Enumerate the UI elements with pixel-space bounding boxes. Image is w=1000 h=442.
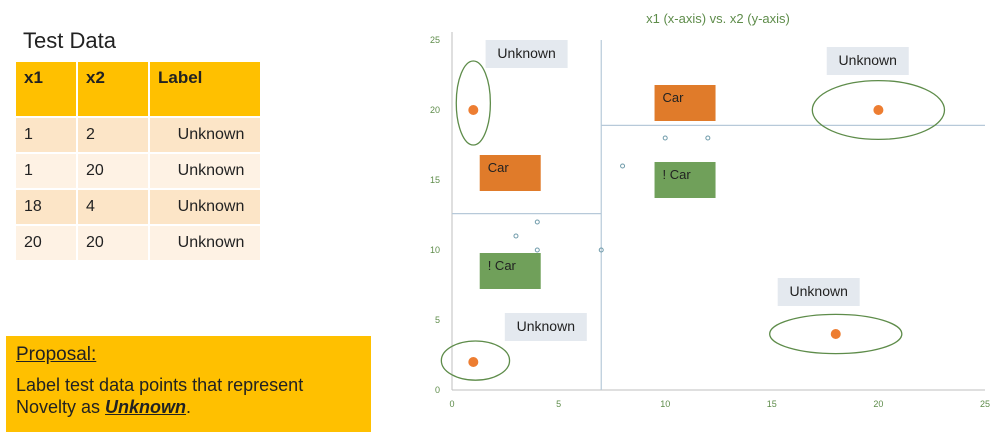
test-data-table: x1 x2 Label 1 2 Unknown 1 20 Unknown 18 … <box>16 62 260 260</box>
column-header-label: Label <box>150 62 260 116</box>
scatter-chart: x1 (x-axis) vs. x2 (y-axis) 0 5 10 15 20 25 0 5… <box>430 11 990 409</box>
region-labels: Car ! Car Car ! Car <box>479 85 716 289</box>
unknown-label-box <box>826 47 909 75</box>
table-row: 1 2 Unknown <box>16 116 260 152</box>
region-label-box <box>654 85 716 121</box>
training-point <box>513 233 519 239</box>
cell-label: Unknown <box>150 152 260 188</box>
y-tick-label: 25 <box>430 35 440 45</box>
cell-x2: 20 <box>78 224 150 260</box>
training-point <box>662 135 668 141</box>
table-row: 20 20 Unknown <box>16 224 260 260</box>
cell-x1: 18 <box>16 188 78 224</box>
unknown-label-box <box>485 40 568 68</box>
y-tick-label: 5 <box>435 315 440 325</box>
proposal-heading: Proposal: <box>16 344 97 365</box>
novelty-ellipse <box>769 313 903 355</box>
unknown-label-box <box>777 278 860 306</box>
cell-x2: 2 <box>78 116 150 152</box>
table-header-row: x1 x2 Label <box>16 62 260 116</box>
unknown-label-text: Unknown <box>517 318 575 334</box>
training-point <box>598 247 604 253</box>
car-region-label: Car <box>654 85 716 121</box>
y-tick-label: 10 <box>430 245 440 255</box>
y-tick-label: 0 <box>435 385 440 395</box>
unknown-label-box <box>504 313 587 341</box>
proposal-text-end: . <box>186 397 192 417</box>
axes: 0 5 10 15 20 25 0 5 10 15 20 25 <box>430 32 990 409</box>
unknown-labels: Unknown Unknown Unknown Unknown <box>485 40 909 341</box>
novelty-ellipse <box>440 340 511 381</box>
test-point <box>468 357 479 367</box>
y-tick-label: 15 <box>430 175 440 185</box>
y-tick-label: 20 <box>430 105 440 115</box>
region-label-box <box>479 253 541 289</box>
proposal-box: Proposal: Label test data points that re… <box>6 336 371 432</box>
cell-label: Unknown <box>150 224 260 260</box>
cell-label: Unknown <box>150 116 260 152</box>
training-points <box>513 135 711 253</box>
proposal-text-main: Label test data points that represent No… <box>16 375 304 417</box>
training-point <box>534 219 540 225</box>
test-point <box>468 105 479 115</box>
test-point <box>873 105 884 115</box>
unknown-label: Unknown <box>777 278 860 306</box>
not-car-region-label: ! Car <box>654 162 716 198</box>
unknown-label-text: Unknown <box>790 283 848 299</box>
column-header-x2: x2 <box>78 62 150 116</box>
cell-x1: 1 <box>16 152 78 188</box>
unknown-label-text: Unknown <box>497 45 555 61</box>
cell-x1: 1 <box>16 116 78 152</box>
x-tick-label: 20 <box>873 399 883 409</box>
car-region-label: Car <box>479 155 541 191</box>
region-label-box <box>654 162 716 198</box>
novelty-ellipse <box>455 60 492 146</box>
x-tick-label: 10 <box>660 399 670 409</box>
cell-x2: 20 <box>78 152 150 188</box>
table-row: 1 20 Unknown <box>16 152 260 188</box>
not-car-region-label: ! Car <box>479 253 541 289</box>
region-label-text: Car <box>488 160 510 175</box>
region-label-box <box>479 155 541 191</box>
region-label-text: ! Car <box>663 167 692 182</box>
x-tick-label: 25 <box>980 399 990 409</box>
x-tick-label: 5 <box>556 399 561 409</box>
cell-x2: 4 <box>78 188 150 224</box>
unknown-label: Unknown <box>485 40 568 68</box>
region-label-text: Car <box>663 90 685 105</box>
column-header-x1: x1 <box>16 62 78 116</box>
unknown-label: Unknown <box>826 47 909 75</box>
proposal-text: Label test data points that represent No… <box>16 374 361 418</box>
table-row: 18 4 Unknown <box>16 188 260 224</box>
novelty-ellipses <box>440 60 946 381</box>
cell-label: Unknown <box>150 188 260 224</box>
region-label-text: ! Car <box>488 258 517 273</box>
training-point <box>705 135 711 141</box>
decision-boundaries <box>452 40 985 390</box>
chart-title: x1 (x-axis) vs. x2 (y-axis) <box>646 11 790 26</box>
x-tick-label: 15 <box>767 399 777 409</box>
x-tick-label: 0 <box>449 399 454 409</box>
test-points <box>468 105 884 367</box>
training-point <box>620 163 626 169</box>
proposal-emphasis: Unknown <box>105 397 187 417</box>
cell-x1: 20 <box>16 224 78 260</box>
unknown-label: Unknown <box>504 313 587 341</box>
training-point <box>534 247 540 253</box>
novelty-ellipse <box>811 79 946 141</box>
unknown-label-text: Unknown <box>839 52 897 68</box>
test-point <box>830 329 841 339</box>
test-data-title: Test Data <box>23 28 116 53</box>
